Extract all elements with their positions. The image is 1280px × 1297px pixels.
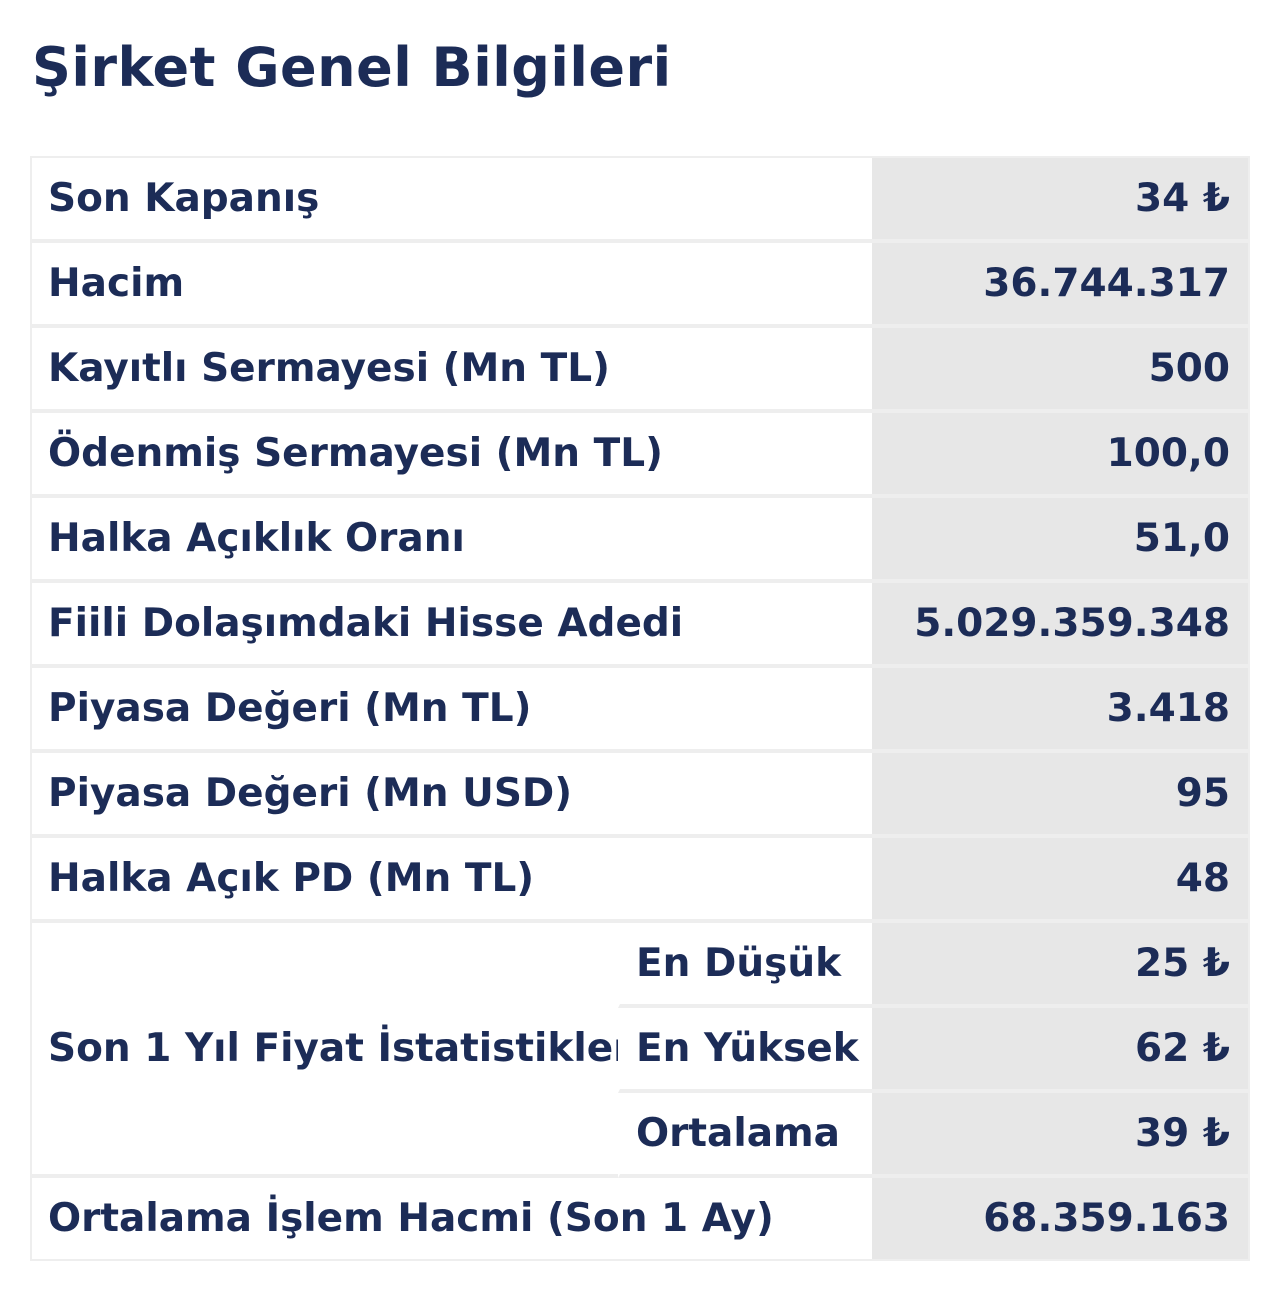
price-stats-label: Son 1 Yıl Fiyat İstatistikleri	[32, 923, 618, 1178]
table-row-hacim: Hacim 36.744.317	[32, 243, 1248, 328]
table-row-son-kapanis: Son Kapanış 34 ₺	[32, 158, 1248, 243]
price-stat-label: En Düşük	[618, 923, 872, 1008]
table-row-halka-aciklik: Halka Açıklık Oranı 51,0	[32, 498, 1248, 583]
table-row-price-stats-max: En Yüksek 62 ₺	[32, 1008, 1248, 1093]
price-stat-label: En Yüksek	[618, 1008, 872, 1093]
row-label: Fiili Dolaşımdaki Hisse Adedi	[32, 583, 872, 668]
table-row-avg-volume: Ortalama İşlem Hacmi (Son 1 Ay) 68.359.1…	[32, 1178, 1248, 1259]
row-value: 51,0	[872, 498, 1248, 583]
row-value: 95	[872, 753, 1248, 838]
table-row-piyasa-degeri-usd: Piyasa Değeri (Mn USD) 95	[32, 753, 1248, 838]
company-info-table: Son Kapanış 34 ₺ Hacim 36.744.317 Kayıtl…	[30, 156, 1250, 1261]
table-row-piyasa-degeri-tl: Piyasa Değeri (Mn TL) 3.418	[32, 668, 1248, 753]
row-value: 5.029.359.348	[872, 583, 1248, 668]
table-row-odenmis-sermaye: Ödenmiş Sermayesi (Mn TL) 100,0	[32, 413, 1248, 498]
avg-volume-value: 68.359.163	[872, 1178, 1248, 1259]
row-value: 3.418	[872, 668, 1248, 753]
row-label: Son Kapanış	[32, 158, 872, 243]
row-value: 500	[872, 328, 1248, 413]
row-label: Ödenmiş Sermayesi (Mn TL)	[32, 413, 872, 498]
avg-volume-label: Ortalama İşlem Hacmi (Son 1 Ay)	[32, 1178, 872, 1259]
row-label: Piyasa Değeri (Mn TL)	[32, 668, 872, 753]
table-row-price-stats-avg: Ortalama 39 ₺	[32, 1093, 1248, 1178]
table-row-halka-acik-pd: Halka Açık PD (Mn TL) 48	[32, 838, 1248, 923]
row-label: Kayıtlı Sermayesi (Mn TL)	[32, 328, 872, 413]
table-row-fiili-dolasim: Fiili Dolaşımdaki Hisse Adedi 5.029.359.…	[32, 583, 1248, 668]
row-label: Hacim	[32, 243, 872, 328]
price-stat-value: 62 ₺	[872, 1008, 1248, 1093]
row-label: Piyasa Değeri (Mn USD)	[32, 753, 872, 838]
price-stat-value: 39 ₺	[872, 1093, 1248, 1178]
table-row-kayitli-sermaye: Kayıtlı Sermayesi (Mn TL) 500	[32, 328, 1248, 413]
price-stat-value: 25 ₺	[872, 923, 1248, 1008]
row-label: Halka Açıklık Oranı	[32, 498, 872, 583]
row-value: 100,0	[872, 413, 1248, 498]
row-value: 34 ₺	[872, 158, 1248, 243]
table-row-price-stats-min: Son 1 Yıl Fiyat İstatistikleri En Düşük …	[32, 923, 1248, 1178]
page-title: Şirket Genel Bilgileri	[32, 36, 672, 99]
price-stat-label: Ortalama	[618, 1093, 872, 1178]
row-value: 36.744.317	[872, 243, 1248, 328]
row-value: 48	[872, 838, 1248, 923]
row-label: Halka Açık PD (Mn TL)	[32, 838, 872, 923]
